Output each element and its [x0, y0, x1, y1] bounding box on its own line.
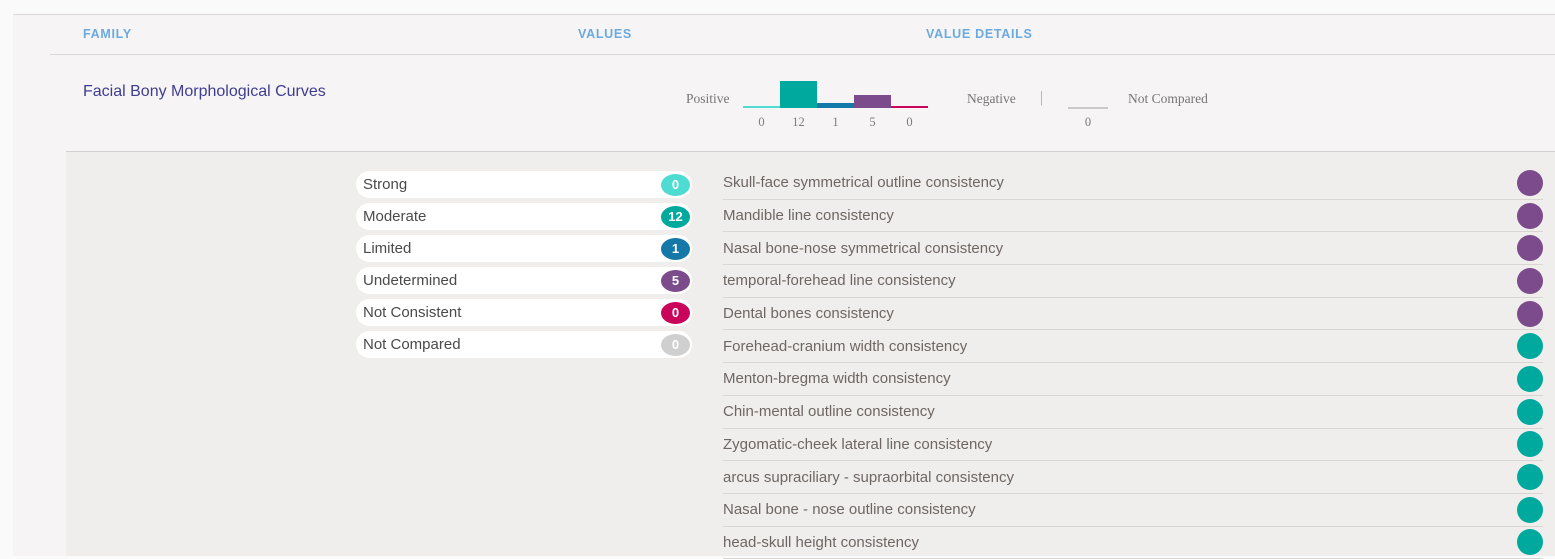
status-dot — [1517, 529, 1543, 555]
value-detail-row: Forehead-cranium width consistency — [723, 330, 1543, 363]
value-count-badge: 1 — [661, 238, 690, 260]
bar-value-label: 1 — [817, 115, 854, 130]
chart-separator: | — [1040, 89, 1043, 107]
value-detail-label: Menton-bregma width consistency — [723, 370, 951, 387]
value-summary-row[interactable]: Undetermined 5 — [356, 267, 692, 294]
value-detail-row: Nasal bone - nose outline consistency — [723, 494, 1543, 527]
value-detail-label: Skull-face symmetrical outline consisten… — [723, 174, 1004, 191]
not-compared-bar — [1068, 107, 1108, 109]
value-detail-label: Zygomatic-cheek lateral line consistency — [723, 436, 992, 453]
value-detail-row: Nasal bone-nose symmetrical consistency — [723, 232, 1543, 265]
value-detail-row: Zygomatic-cheek lateral line consistency — [723, 429, 1543, 462]
bar-value-labels: 0 12 1 5 0 — [743, 115, 928, 130]
value-count-badge: 12 — [661, 206, 690, 228]
not-compared-value: 0 — [1068, 115, 1108, 130]
status-dot — [1517, 333, 1543, 359]
value-summary-row[interactable]: Moderate 12 — [356, 203, 692, 230]
value-detail-label: arcus supraciliary - supraorbital consis… — [723, 469, 1014, 486]
value-summary-label: Not Compared — [363, 336, 461, 353]
value-detail-row: Chin-mental outline consistency — [723, 396, 1543, 429]
status-dot — [1517, 235, 1543, 261]
value-summary-label: Strong — [363, 176, 407, 193]
status-dot — [1517, 366, 1543, 392]
value-count-badge: 0 — [661, 174, 690, 196]
value-summary-label: Not Consistent — [363, 304, 461, 321]
value-summary-row[interactable]: Limited 1 — [356, 235, 692, 262]
value-count-badge: 5 — [661, 270, 690, 292]
bar-segment — [891, 106, 928, 109]
value-detail-label: Chin-mental outline consistency — [723, 403, 935, 420]
status-dot — [1517, 399, 1543, 425]
value-detail-label: Nasal bone-nose symmetrical consistency — [723, 240, 1003, 257]
value-detail-row: temporal-forehead line consistency — [723, 265, 1543, 298]
value-summary-label: Moderate — [363, 208, 426, 225]
bar-value-label: 12 — [780, 115, 817, 130]
column-header-value-details: VALUE DETAILS — [926, 27, 1033, 41]
value-detail-row: Skull-face symmetrical outline consisten… — [723, 167, 1543, 200]
status-dot — [1517, 464, 1543, 490]
value-summary-row[interactable]: Not Consistent 0 — [356, 299, 692, 326]
positive-label: Positive — [686, 91, 730, 107]
bar-segment — [743, 106, 780, 109]
bar-value-label: 5 — [854, 115, 891, 130]
value-detail-row: Dental bones consistency — [723, 298, 1543, 331]
mini-bar-chart — [743, 80, 928, 108]
values-summary-list: Strong 0 Moderate 12 Limited 1 Undetermi… — [356, 171, 692, 363]
value-detail-row: Menton-bregma width consistency — [723, 363, 1543, 396]
value-detail-row: Mandible line consistency — [723, 200, 1543, 233]
value-detail-label: Nasal bone - nose outline consistency — [723, 501, 976, 518]
header-divider — [50, 54, 1555, 55]
value-details-list: Skull-face symmetrical outline consisten… — [723, 152, 1543, 559]
not-compared-label: Not Compared — [1128, 91, 1208, 107]
negative-label: Negative — [967, 91, 1016, 107]
status-dot — [1517, 268, 1543, 294]
family-values-panel: FAMILY VALUES VALUE DETAILS Facial Bony … — [13, 14, 1555, 556]
value-detail-label: head-skull height consistency — [723, 534, 919, 551]
status-dot — [1517, 431, 1543, 457]
family-details-section: Strong 0 Moderate 12 Limited 1 Undetermi… — [66, 151, 1555, 556]
value-summary-label: Limited — [363, 240, 411, 257]
status-dot — [1517, 301, 1543, 327]
family-row-title[interactable]: Facial Bony Morphological Curves — [83, 83, 326, 101]
bar-value-label: 0 — [743, 115, 780, 130]
bar-segment — [817, 103, 854, 108]
value-detail-label: Mandible line consistency — [723, 207, 894, 224]
bar-segment — [854, 95, 891, 108]
value-count-badge: 0 — [661, 302, 690, 324]
value-summary-row[interactable]: Strong 0 — [356, 171, 692, 198]
value-count-badge: 0 — [661, 334, 690, 356]
value-detail-label: Forehead-cranium width consistency — [723, 338, 967, 355]
bar-value-label: 0 — [891, 115, 928, 130]
column-header-family: FAMILY — [83, 27, 132, 41]
value-detail-label: Dental bones consistency — [723, 305, 894, 322]
status-dot — [1517, 497, 1543, 523]
value-detail-row: head-skull height consistency — [723, 527, 1543, 559]
value-detail-row: arcus supraciliary - supraorbital consis… — [723, 461, 1543, 494]
value-summary-row[interactable]: Not Compared 0 — [356, 331, 692, 358]
status-dot — [1517, 170, 1543, 196]
status-dot — [1517, 203, 1543, 229]
value-detail-label: temporal-forehead line consistency — [723, 272, 956, 289]
value-summary-label: Undetermined — [363, 272, 457, 289]
column-header-values: VALUES — [578, 27, 632, 41]
bar-segment — [780, 81, 817, 108]
